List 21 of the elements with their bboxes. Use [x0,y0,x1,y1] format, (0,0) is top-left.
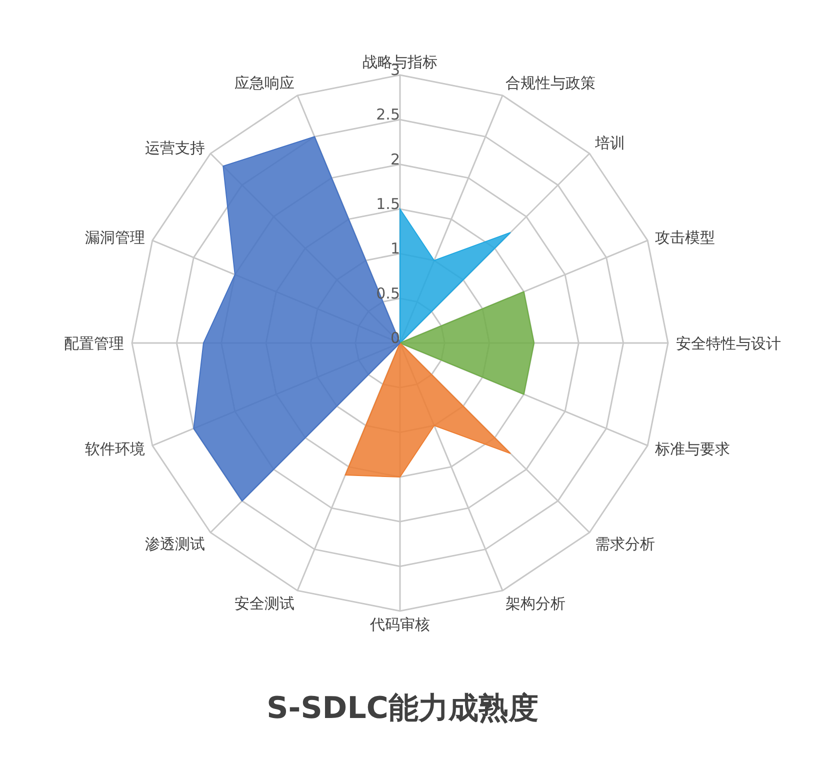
spoke-label: 配置管理 [64,334,124,352]
spoke-label: 合规性与政策 [506,74,596,92]
spoke-label: 应急响应 [234,74,294,92]
spoke-label: 安全特性与设计 [676,334,781,352]
spoke-label: 攻击模型 [654,228,715,247]
spoke-label: 培训 [594,134,626,152]
spoke-label: 需求分析 [595,534,656,553]
spoke-label: 渗透测试 [144,534,205,553]
spoke-label: 架构分析 [506,594,566,613]
y-tick-label: 1.5 [376,195,400,213]
spoke-label: 软件环境 [85,440,146,458]
y-tick-label: 2 [390,150,400,168]
text: S-SDLC能力成熟度 [266,690,540,728]
spoke-label: 代码审核 [369,616,430,634]
spoke-label: 安全测试 [234,594,294,613]
y-tick-label: 0 [390,329,400,347]
spoke-label: 漏洞管理 [85,228,146,247]
y-tick-label: 2.5 [376,106,400,124]
y-tick-label: 1 [390,240,400,258]
spoke-label: 标准与要求 [654,440,730,458]
spoke-label: 运营支持 [144,139,205,158]
